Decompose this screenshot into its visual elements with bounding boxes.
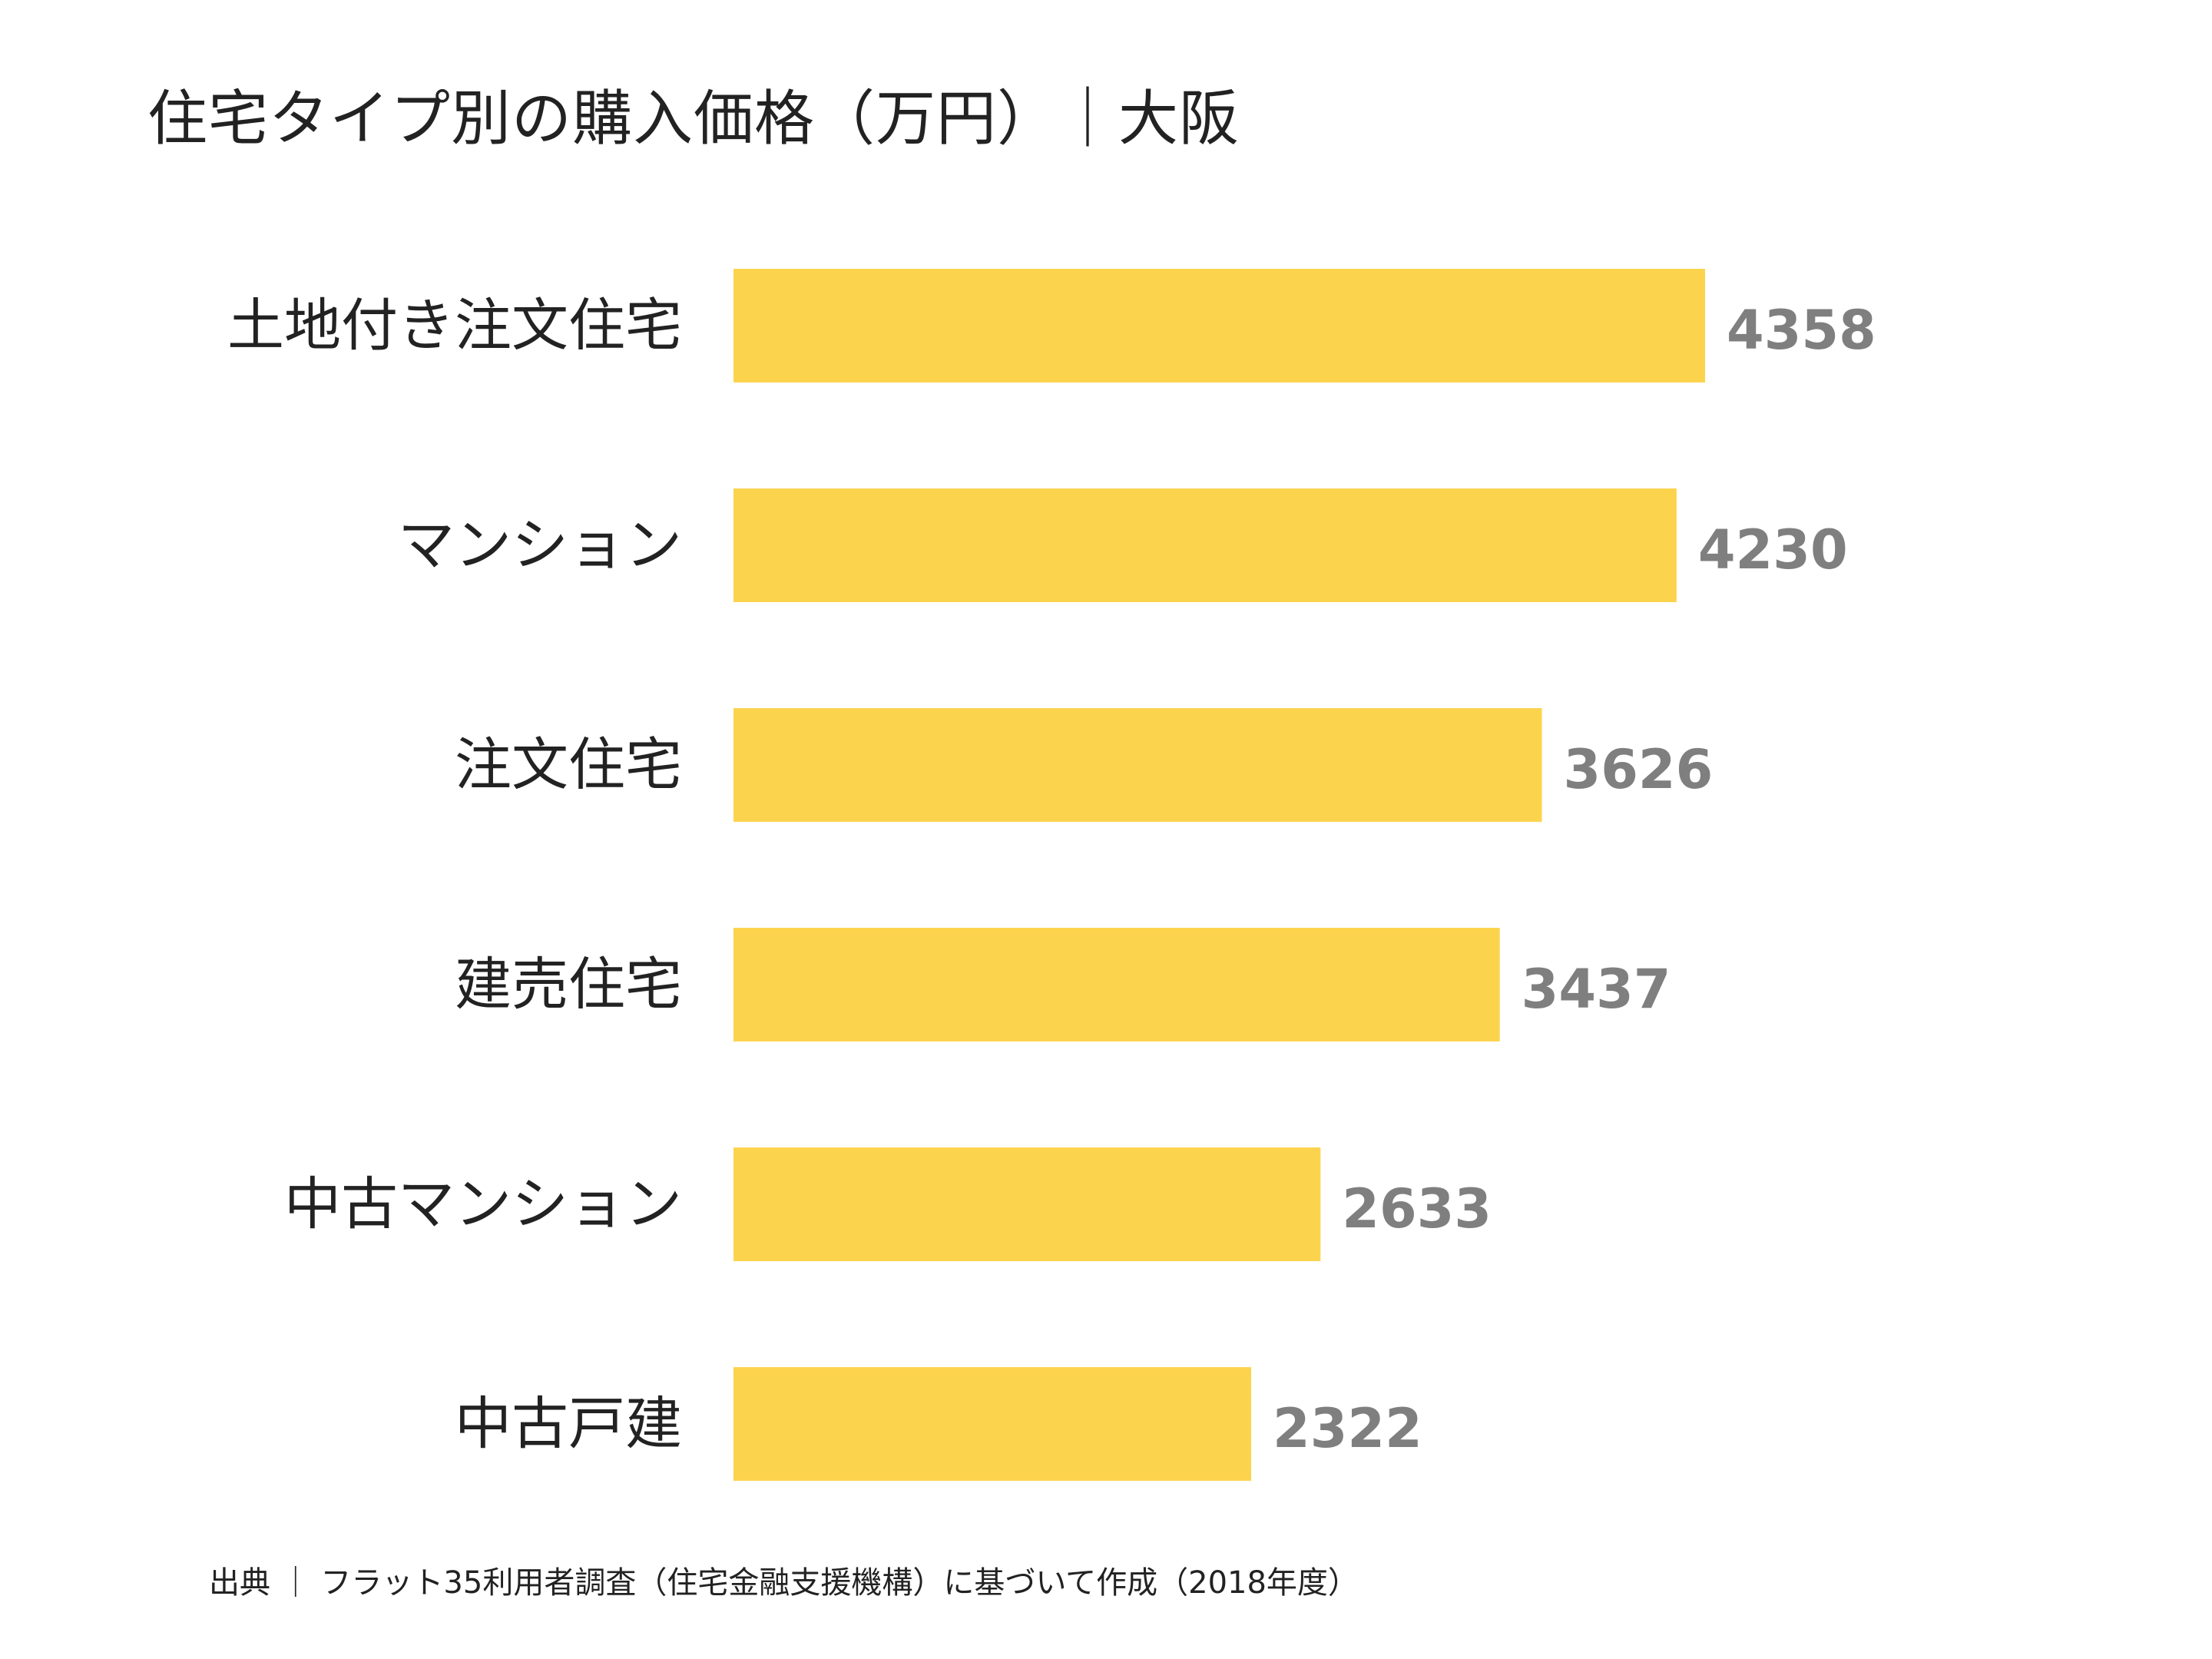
value-label: 2322 xyxy=(1273,1397,1422,1460)
category-label: 土地付き注文住宅 xyxy=(227,293,682,359)
value-label: 2633 xyxy=(1342,1177,1492,1240)
value-label: 4230 xyxy=(1698,518,1848,581)
bar-1 xyxy=(733,488,1677,602)
category-label: 建売住宅 xyxy=(455,952,682,1018)
value-label: 3437 xyxy=(1522,958,1671,1021)
source-note: 出典 ｜ フラット35利用者調査（住宅金融支援機構）に基づいて作成（2018年度… xyxy=(209,1565,1359,1601)
value-label: 3626 xyxy=(1564,738,1714,801)
category-label: マンション xyxy=(398,512,682,578)
bar-5 xyxy=(733,1367,1252,1481)
bar-4 xyxy=(733,1147,1321,1261)
chart-title: 住宅タイプ別の購入価格（万円）｜大阪 xyxy=(147,84,1240,154)
category-label: 中古マンション xyxy=(284,1171,682,1237)
bar-3 xyxy=(733,928,1500,1041)
category-label: 中古戸建 xyxy=(455,1391,682,1457)
bar-2 xyxy=(733,708,1542,822)
category-label: 注文住宅 xyxy=(455,732,682,798)
bar-0 xyxy=(733,269,1705,382)
value-label: 4358 xyxy=(1727,299,1876,362)
